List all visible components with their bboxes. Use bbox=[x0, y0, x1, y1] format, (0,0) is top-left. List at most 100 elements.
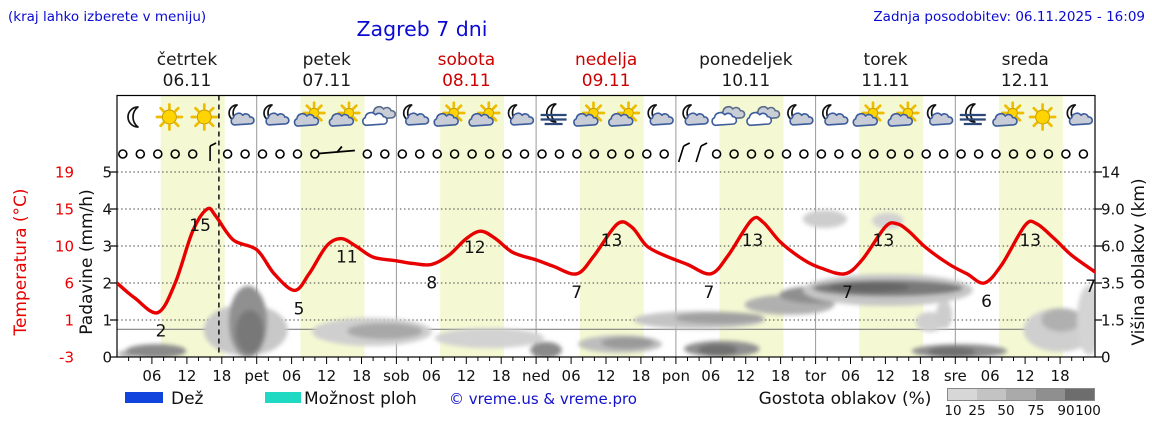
x-hour-label: 06 bbox=[142, 367, 161, 385]
cloud-density-blob bbox=[802, 210, 848, 228]
precip-tick-label: 1 bbox=[102, 312, 112, 330]
cloud-tick-label: 0 bbox=[1101, 349, 1111, 367]
wind-calm bbox=[851, 149, 862, 159]
cloud-density-blob bbox=[927, 346, 976, 357]
wind-calm bbox=[746, 149, 757, 159]
wind-calm bbox=[379, 149, 390, 159]
wind-calm bbox=[1043, 149, 1054, 159]
wind-calm bbox=[519, 149, 530, 159]
cloud-tick-label: 14 bbox=[1101, 164, 1120, 182]
cloud-density-blob bbox=[434, 328, 545, 349]
temp-tick-label: 1 bbox=[64, 312, 74, 330]
wind-calm bbox=[1078, 149, 1089, 159]
day-header-nedelja: nedelja 09.11 bbox=[536, 50, 676, 93]
showers-legend-swatch bbox=[265, 392, 303, 403]
temperature-value-label: 13 bbox=[1019, 231, 1041, 251]
sun-cloud-icon bbox=[328, 101, 361, 127]
location-menu-hint: (kraj lahko izberete v meniju) bbox=[8, 9, 207, 25]
x-hour-label: 12 bbox=[177, 367, 196, 385]
wind-calm bbox=[414, 149, 425, 159]
wind-calm bbox=[921, 149, 932, 159]
cloud-scale-number: 90 bbox=[1057, 403, 1075, 419]
wind-calm bbox=[467, 149, 477, 159]
wind-calm bbox=[886, 149, 897, 159]
sun-cloud-icon bbox=[852, 101, 885, 127]
daylight-band bbox=[579, 95, 644, 357]
rain-legend-label: Dež bbox=[168, 389, 207, 409]
cloud-scale-number: 50 bbox=[997, 403, 1015, 419]
wind-calm bbox=[1026, 149, 1036, 159]
wind-calm bbox=[502, 149, 512, 159]
moon-icon bbox=[127, 106, 139, 128]
wind-calm bbox=[868, 149, 879, 159]
wind-calm bbox=[449, 149, 460, 159]
wind-calm bbox=[956, 149, 966, 159]
daylight-band bbox=[300, 95, 365, 357]
copyright-link[interactable]: © vreme.us & vreme.pro bbox=[446, 390, 640, 408]
temp-tick-label: 19 bbox=[55, 164, 74, 182]
cloud-cover-legend-label: Gostota oblakov (%) bbox=[755, 389, 935, 409]
daylight-band bbox=[440, 95, 505, 357]
precip-tick-label: 5 bbox=[102, 164, 112, 182]
wind-calm bbox=[589, 149, 600, 159]
wind-calm bbox=[432, 149, 443, 159]
wind-calm bbox=[170, 149, 180, 159]
day-name: četrtek bbox=[156, 50, 218, 70]
wind-calm bbox=[659, 149, 670, 159]
x-hour-label: 18 bbox=[1051, 367, 1070, 385]
wind-calm bbox=[484, 149, 495, 159]
sun-cloud-icon bbox=[992, 101, 1025, 127]
temperature-value-label: 7 bbox=[842, 283, 853, 303]
day-header-sobota: sobota 08.11 bbox=[396, 50, 536, 93]
x-day-abbr-label: pet bbox=[244, 367, 269, 385]
wind-calm bbox=[729, 149, 739, 159]
wind-calm bbox=[240, 149, 250, 159]
day-date: 11.11 bbox=[861, 71, 910, 92]
wind-calm bbox=[222, 149, 233, 159]
x-day-abbr-label: sob bbox=[383, 367, 410, 385]
wind-barb-ne bbox=[695, 142, 708, 163]
temperature-value-label: 11 bbox=[336, 248, 358, 268]
cloud-density-blob bbox=[936, 300, 953, 329]
temperature-value-label: 7 bbox=[703, 283, 714, 303]
cloud-density-blob bbox=[698, 344, 738, 356]
x-hour-label: 12 bbox=[1016, 367, 1035, 385]
wind-calm bbox=[135, 149, 146, 159]
cloud-density-blob bbox=[530, 341, 562, 357]
precip-tick-label: 4 bbox=[102, 201, 112, 219]
x-hour-label: 18 bbox=[212, 367, 231, 385]
temp-tick-label: 6 bbox=[64, 275, 74, 293]
wind-calm bbox=[118, 149, 128, 159]
cloud-scale-segment bbox=[1006, 389, 1036, 400]
x-hour-label: 12 bbox=[317, 367, 336, 385]
x-hour-label: 06 bbox=[701, 367, 720, 385]
temp-tick-label: 15 bbox=[55, 201, 74, 219]
temperature-value-label: 13 bbox=[873, 231, 895, 251]
x-day-abbr-label: pon bbox=[662, 367, 690, 385]
day-header-petek: petek 07.11 bbox=[257, 50, 397, 93]
x-hour-label: 06 bbox=[841, 367, 860, 385]
cloud-density-blob bbox=[1041, 308, 1081, 332]
cloud-density-blob bbox=[674, 312, 765, 324]
x-hour-label: 18 bbox=[352, 367, 371, 385]
temperature-value-label: 13 bbox=[742, 231, 764, 251]
moon-cloud-icon bbox=[787, 104, 814, 126]
sun-cloud-icon bbox=[573, 101, 606, 127]
clouds-icon bbox=[711, 105, 746, 127]
temperature-value-label: 5 bbox=[294, 299, 305, 319]
cloud-scale-number: 10 bbox=[944, 403, 962, 419]
wind-calm bbox=[554, 149, 565, 159]
wind-calm bbox=[362, 149, 373, 159]
x-hour-label: 12 bbox=[876, 367, 895, 385]
moon-cloud-icon bbox=[507, 104, 535, 126]
wind-barb-ne bbox=[677, 142, 691, 163]
cloud-scale-number: 25 bbox=[968, 403, 986, 419]
wind-calm bbox=[572, 149, 582, 159]
showers-legend-label: Možnost ploh bbox=[301, 389, 420, 409]
cloud-tick-label: 6.0 bbox=[1101, 238, 1125, 256]
day-name: nedelja bbox=[574, 50, 638, 70]
x-hour-label: 06 bbox=[981, 367, 1000, 385]
wind-calm bbox=[781, 149, 792, 159]
x-day-abbr-label: ned bbox=[522, 367, 550, 385]
